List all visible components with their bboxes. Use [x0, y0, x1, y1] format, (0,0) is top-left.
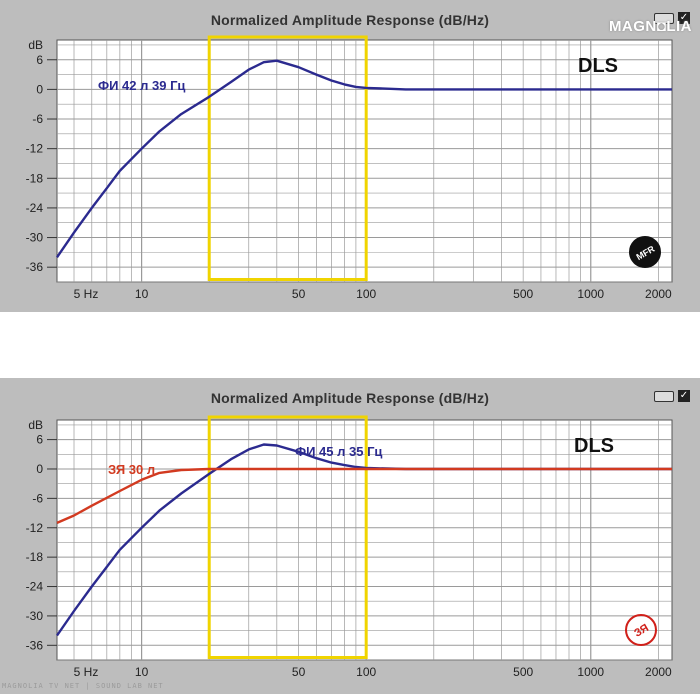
x-tick-label: 2000 [645, 665, 672, 679]
printer-icon[interactable] [654, 390, 674, 402]
panel-icons: ✓ [654, 12, 690, 24]
y-unit-label: dB [28, 418, 43, 432]
y-tick-label: -30 [26, 609, 44, 623]
brand-label: DLS [574, 435, 614, 457]
x-tick-label: 50 [292, 665, 306, 679]
magnolia-logo: MAGN◘LIA [608, 18, 692, 35]
footer-note: MAGNOLIA TV NET | SOUND LAB NET [2, 682, 164, 690]
x-tick-label: 5 Hz [74, 287, 99, 301]
badge-circle [629, 236, 661, 268]
series-label: ФИ 42 л 39 Гц [98, 78, 185, 93]
y-tick-label: -36 [26, 260, 44, 274]
highlight-box [207, 415, 368, 659]
y-tick-label: -18 [26, 171, 44, 185]
plot-area [56, 419, 673, 661]
x-tick-label: 100 [356, 287, 376, 301]
x-tick-label: 5 Hz [74, 665, 99, 679]
badge-circle [625, 614, 657, 646]
x-tick-label: 1000 [577, 665, 604, 679]
y-tick-label: -6 [32, 112, 43, 126]
x-tick-label: 500 [513, 287, 533, 301]
panel-icons: ✓ [654, 390, 690, 402]
x-tick-label: 500 [513, 665, 533, 679]
chart-title: Normalized Amplitude Response (dB/Hz) [210, 12, 490, 28]
y-tick-label: -30 [26, 231, 44, 245]
y-tick-label: -24 [26, 201, 44, 215]
printer-icon[interactable] [654, 12, 674, 24]
x-tick-label: 10 [135, 665, 149, 679]
grid [57, 40, 672, 283]
y-tick-label: -36 [26, 638, 44, 652]
y-tick-label: 0 [36, 82, 43, 96]
series-label: ФИ 45 л 35 Гц [295, 444, 382, 459]
x-tick-label: 10 [135, 287, 149, 301]
brand-label: DLS [578, 55, 618, 77]
y-unit-label: dB [28, 38, 43, 52]
series-line [56, 467, 672, 525]
chart-panel-bottom: Normalized Amplitude Response (dB/Hz) ✓ … [0, 378, 700, 694]
x-tick-label: 1000 [577, 287, 604, 301]
x-tick-label: 50 [292, 287, 306, 301]
chart-panel-top: Normalized Amplitude Response (dB/Hz) ✓ … [0, 0, 700, 312]
y-tick-label: -12 [26, 142, 44, 156]
chart-title: Normalized Amplitude Response (dB/Hz) [210, 390, 490, 406]
y-tick-label: -18 [26, 550, 44, 564]
x-tick-label: 100 [356, 665, 376, 679]
checkbox-icon[interactable]: ✓ [678, 390, 690, 402]
y-tick-label: -6 [32, 491, 43, 505]
x-tick-label: 2000 [645, 287, 672, 301]
series-label: ЗЯ 30 л [108, 462, 155, 477]
checkbox-icon[interactable]: ✓ [678, 12, 690, 24]
chart-svg-top: dB6 0 -6 -12 -18 -24 -30 -36 5 Hz 10 50 100 500 1000 2… [26, 35, 673, 301]
y-tick-label: 0 [36, 462, 43, 476]
y-tick-label: -24 [26, 580, 44, 594]
y-tick-label: 6 [36, 433, 43, 447]
y-tick-label: 6 [36, 53, 43, 67]
highlight-box [207, 35, 368, 281]
series-line [56, 59, 672, 258]
chart-svg-bottom: dB6 0 -6 -12 -18 -24 -30 -36 5 Hz 10 50 100 500 1000 2… [26, 415, 673, 679]
y-tick-label: -12 [26, 521, 44, 535]
grid [57, 420, 672, 661]
